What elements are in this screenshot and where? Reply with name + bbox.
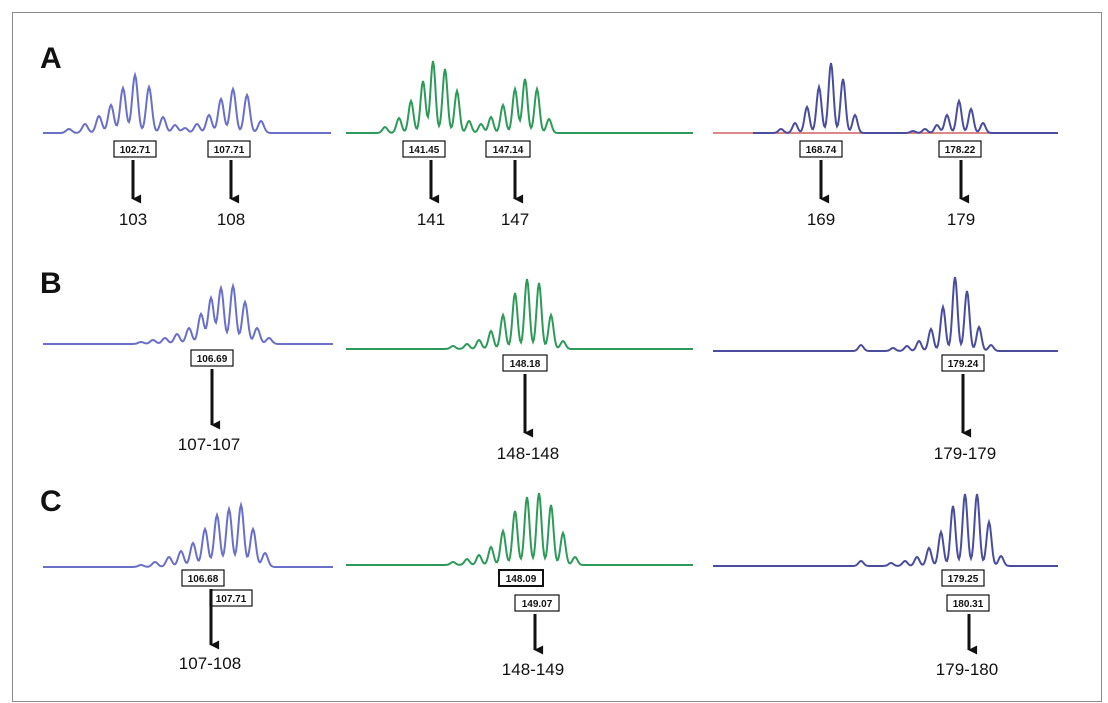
svg-text:107.71: 107.71: [214, 145, 245, 156]
svg-text:141.45: 141.45: [409, 145, 440, 156]
peak-label-c-2: 107.71: [209, 589, 253, 607]
allele-c-1: 107-108: [179, 654, 241, 673]
trace-a-right-peaks: [753, 62, 1058, 134]
svg-text:106.68: 106.68: [188, 574, 219, 585]
trace-c-green: [346, 492, 693, 566]
trace-b-blue: [43, 282, 333, 345]
peak-label-a-5: 168.74: [799, 140, 843, 158]
svg-text:102.71: 102.71: [120, 145, 151, 156]
allele-a-4: 147: [501, 210, 529, 229]
svg-text:106.69: 106.69: [197, 354, 228, 365]
svg-text:168.74: 168.74: [806, 145, 837, 156]
peak-label-c-1: 106.68: [181, 569, 225, 587]
peak-label-c-5: 179.25: [941, 569, 985, 587]
peak-label-b-2: 148.18: [502, 354, 548, 372]
trace-b-green: [346, 278, 693, 350]
allele-a-1: 103: [119, 210, 147, 229]
trace-c-blue: [43, 501, 333, 568]
panel-label-c: C: [40, 485, 62, 518]
svg-text:180.31: 180.31: [953, 599, 984, 610]
allele-a-6: 179: [947, 210, 975, 229]
figure-frame: A B C 102.71 107.71 141.45 147.14 168.74: [12, 12, 1102, 702]
peak-label-c-4: 149.07: [514, 594, 560, 612]
peak-label-a-6: 178.22: [938, 140, 982, 158]
allele-b-1: 107-107: [178, 435, 240, 454]
row-b-traces: [43, 276, 1058, 352]
peak-label-b-1: 106.69: [190, 349, 234, 367]
peak-label-a-2: 107.71: [207, 140, 251, 158]
svg-text:148.18: 148.18: [510, 359, 541, 370]
svg-text:178.22: 178.22: [945, 145, 976, 156]
allele-a-5: 169: [807, 210, 835, 229]
peak-label-c-3: 148.09: [498, 569, 544, 587]
trace-a-blue: [43, 71, 331, 134]
svg-text:148.09: 148.09: [506, 574, 537, 585]
peak-label-a-4: 147.14: [485, 140, 531, 158]
trace-b-right: [713, 276, 1058, 352]
allele-c-2: 148-149: [502, 660, 564, 679]
svg-text:147.14: 147.14: [493, 145, 524, 156]
allele-a-2: 108: [217, 210, 245, 229]
panel-label-b: B: [40, 267, 62, 300]
peak-label-c-6: 180.31: [946, 594, 990, 612]
trace-c-right: [713, 493, 1058, 567]
electropherogram-figure: A B C 102.71 107.71 141.45 147.14 168.74: [40, 42, 1058, 679]
svg-text:107.71: 107.71: [216, 594, 247, 605]
trace-a-green: [346, 60, 693, 134]
peak-label-a-3: 141.45: [402, 140, 446, 158]
allele-b-2: 148-148: [497, 444, 559, 463]
svg-text:179.24: 179.24: [948, 359, 979, 370]
row-a-traces: [43, 60, 1058, 134]
peak-label-b-3: 179.24: [941, 354, 985, 372]
allele-b-3: 179-179: [934, 444, 996, 463]
row-c-traces: [43, 492, 1058, 568]
allele-a-3: 141: [417, 210, 445, 229]
svg-text:179.25: 179.25: [948, 574, 979, 585]
allele-c-3: 179-180: [936, 660, 998, 679]
panel-label-a: A: [40, 42, 62, 75]
peak-label-a-1: 102.71: [113, 140, 157, 158]
svg-text:149.07: 149.07: [522, 599, 553, 610]
